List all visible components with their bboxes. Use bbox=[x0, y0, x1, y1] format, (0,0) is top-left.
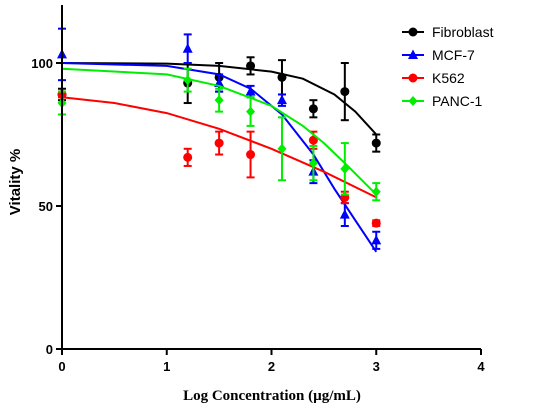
data-point bbox=[182, 43, 193, 53]
x-tick-label: 0 bbox=[58, 359, 65, 374]
data-point bbox=[339, 209, 350, 219]
legend-item: K562 bbox=[402, 70, 465, 86]
data-point bbox=[246, 150, 256, 160]
data-point bbox=[371, 186, 381, 197]
data-point bbox=[277, 72, 287, 82]
axes: 0 1 2 3 4 0 50 100 bbox=[31, 5, 485, 374]
data-point bbox=[183, 152, 193, 162]
x-axis-title: Log Concentration (µg/mL) bbox=[183, 388, 361, 404]
data-point bbox=[277, 143, 287, 154]
y-axis-title: Vitality % bbox=[7, 149, 24, 215]
x-tick-label: 4 bbox=[477, 359, 485, 374]
legend-label: Fibroblast bbox=[432, 24, 494, 40]
legend-item: PANC-1 bbox=[402, 93, 483, 109]
legend-marker bbox=[408, 49, 418, 59]
legend-label: PANC-1 bbox=[432, 93, 483, 109]
data-point bbox=[246, 61, 256, 71]
plot-area bbox=[57, 27, 382, 253]
x-tick-label: 3 bbox=[373, 359, 380, 374]
fit-curve bbox=[61, 62, 378, 136]
legend: Fibroblast MCF-7 K562 PANC-1 bbox=[402, 24, 494, 109]
fit-curve bbox=[61, 67, 378, 196]
legend-item: Fibroblast bbox=[402, 24, 494, 40]
data-point bbox=[308, 135, 318, 145]
legend-label: K562 bbox=[432, 70, 465, 86]
data-point bbox=[246, 106, 256, 117]
y-tick-label: 50 bbox=[39, 199, 53, 214]
data-point bbox=[308, 158, 318, 169]
legend-marker bbox=[408, 73, 418, 83]
data-point bbox=[371, 234, 382, 245]
data-point bbox=[371, 138, 381, 148]
legend-label: MCF-7 bbox=[432, 47, 475, 63]
y-tick-label: 0 bbox=[46, 342, 53, 357]
data-point bbox=[245, 86, 256, 96]
data-point bbox=[371, 218, 381, 228]
data-point bbox=[308, 104, 318, 114]
fit-curve bbox=[61, 96, 377, 199]
legend-marker bbox=[408, 96, 418, 106]
data-point bbox=[340, 87, 350, 97]
series-panc-1 bbox=[57, 67, 381, 202]
data-point bbox=[214, 95, 224, 106]
x-tick-label: 2 bbox=[268, 359, 275, 374]
data-point bbox=[340, 163, 350, 174]
y-tick-label: 100 bbox=[31, 56, 53, 71]
legend-item: MCF-7 bbox=[402, 47, 475, 63]
legend-marker bbox=[408, 27, 418, 37]
data-point bbox=[183, 75, 193, 86]
x-tick-label: 1 bbox=[163, 359, 170, 374]
data-point bbox=[214, 138, 224, 148]
data-point bbox=[276, 94, 287, 105]
series-k562 bbox=[57, 89, 381, 228]
